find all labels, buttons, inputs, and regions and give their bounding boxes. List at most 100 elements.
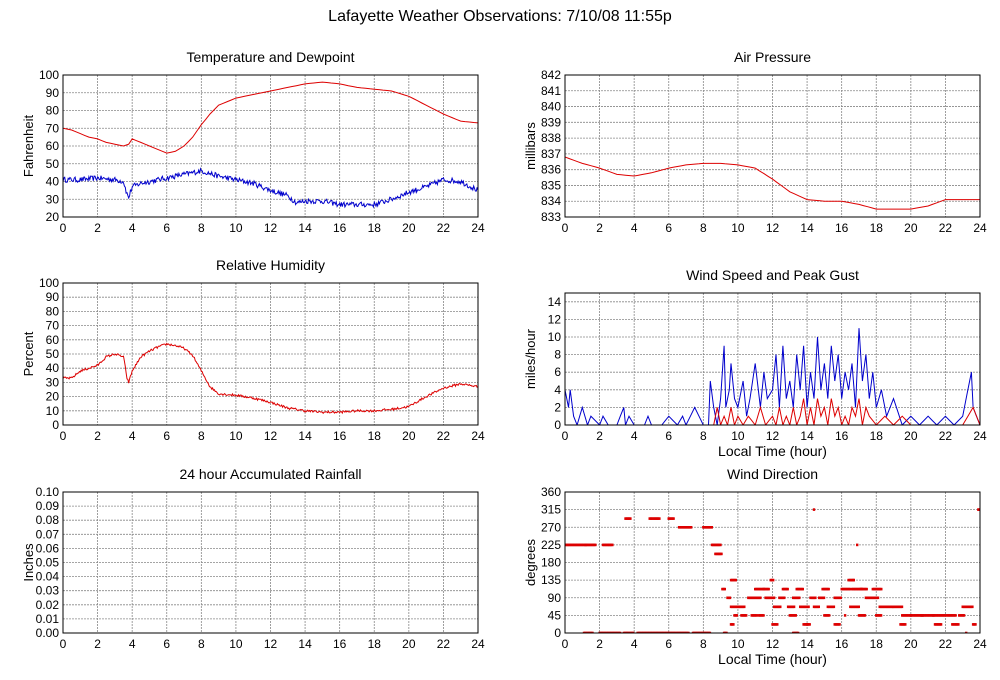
x-tick-label: 8	[700, 637, 707, 651]
scatter-point	[958, 614, 961, 617]
x-tick-label: 0	[562, 429, 569, 443]
x-tick-label: 14	[800, 221, 814, 235]
x-tick-label: 22	[939, 429, 953, 443]
scatter-point	[684, 631, 688, 633]
scatter-point	[933, 623, 937, 626]
scatter-point	[877, 587, 880, 591]
x-axis-label: Local Time (hour)	[718, 443, 827, 459]
scatter-point	[734, 578, 737, 582]
scatter-point	[939, 623, 943, 626]
scatter-point	[892, 605, 895, 609]
scatter-point	[957, 623, 960, 626]
x-tick-label: 12	[264, 429, 278, 443]
y-tick-label: 80	[46, 104, 60, 118]
y-tick-label: 842	[541, 68, 561, 82]
y-tick-label: 837	[541, 147, 561, 161]
x-tick-label: 12	[766, 221, 780, 235]
scatter-point	[857, 605, 860, 609]
y-tick-label: 840	[541, 100, 561, 114]
scatter-point	[876, 596, 880, 600]
x-tick-label: 4	[129, 429, 136, 443]
scatter-point	[923, 614, 926, 617]
x-tick-label: 10	[731, 221, 745, 235]
y-tick-label: 10	[46, 404, 60, 418]
y-tick-label: 0	[52, 418, 59, 432]
y-axis-label: degrees	[523, 539, 538, 586]
x-tick-label: 12	[766, 429, 780, 443]
scatter-point	[833, 623, 836, 626]
y-axis-label: Inches	[21, 543, 36, 582]
x-tick-label: 2	[94, 221, 101, 235]
scatter-point	[904, 623, 907, 626]
scatter-point	[726, 596, 729, 600]
y-tick-label: 30	[46, 192, 60, 206]
y-tick-label: 10	[548, 330, 562, 344]
scatter-point	[827, 587, 830, 591]
scatter-point	[809, 596, 812, 600]
scatter-point	[852, 578, 855, 582]
y-tick-label: 0.04	[36, 570, 60, 584]
scatter-point	[822, 596, 826, 600]
scatter-point	[661, 631, 665, 633]
scatter-point	[794, 614, 797, 617]
y-tick-label: 70	[46, 319, 60, 333]
scatter-point	[863, 614, 867, 617]
y-tick-label: 70	[46, 121, 60, 135]
plot-frame	[62, 491, 479, 634]
y-tick-label: 836	[541, 163, 561, 177]
scatter-point	[580, 543, 584, 547]
scatter-point	[879, 614, 883, 617]
y-tick-label: 0.10	[36, 485, 60, 499]
y-tick-label: 20	[46, 210, 60, 224]
chart-title: Air Pressure	[734, 49, 811, 65]
x-tick-label: 12	[766, 637, 780, 651]
x-tick-label: 0	[60, 637, 67, 651]
scatter-point	[962, 614, 966, 617]
x-tick-label: 6	[163, 637, 170, 651]
y-tick-label: 0.01	[36, 612, 60, 626]
scatter-point	[725, 631, 728, 633]
scatter-point	[649, 631, 653, 633]
scatter-point	[880, 587, 883, 591]
series-line-1	[63, 167, 478, 209]
x-tick-label: 14	[298, 221, 312, 235]
y-tick-label: 0.05	[36, 556, 60, 570]
x-tick-label: 24	[973, 429, 987, 443]
y-tick-label: 14	[548, 295, 562, 309]
scatter-point	[591, 631, 594, 633]
scatter-point	[875, 614, 878, 617]
y-tick-label: 0.00	[36, 626, 60, 640]
scatter-point	[629, 517, 632, 520]
y-tick-label: 835	[541, 178, 561, 192]
scatter-point	[833, 596, 836, 600]
scatter-point	[965, 631, 968, 633]
scatter-point	[626, 631, 629, 633]
scatter-point	[792, 605, 796, 609]
x-tick-label: 20	[904, 637, 918, 651]
x-tick-label: 16	[333, 429, 347, 443]
scatter-point	[978, 508, 980, 511]
x-tick-label: 6	[163, 429, 170, 443]
scatter-point	[743, 605, 746, 609]
y-tick-label: 40	[46, 175, 60, 189]
scatter-point	[638, 631, 642, 633]
scatter-point	[723, 587, 726, 591]
scatter-point	[786, 587, 789, 591]
x-tick-label: 8	[198, 637, 205, 651]
y-tick-label: 315	[541, 503, 561, 517]
x-tick-label: 22	[939, 221, 953, 235]
y-tick-label: 0.09	[36, 499, 60, 513]
x-tick-label: 22	[437, 637, 451, 651]
scatter-point	[856, 543, 859, 547]
x-tick-label: 20	[904, 221, 918, 235]
scatter-point	[843, 614, 847, 617]
scatter-point	[805, 623, 809, 626]
x-tick-label: 24	[471, 429, 485, 443]
scatter-point	[753, 596, 756, 600]
scatter-point	[966, 605, 969, 609]
scatter-point	[781, 596, 785, 600]
x-tick-label: 14	[800, 429, 814, 443]
